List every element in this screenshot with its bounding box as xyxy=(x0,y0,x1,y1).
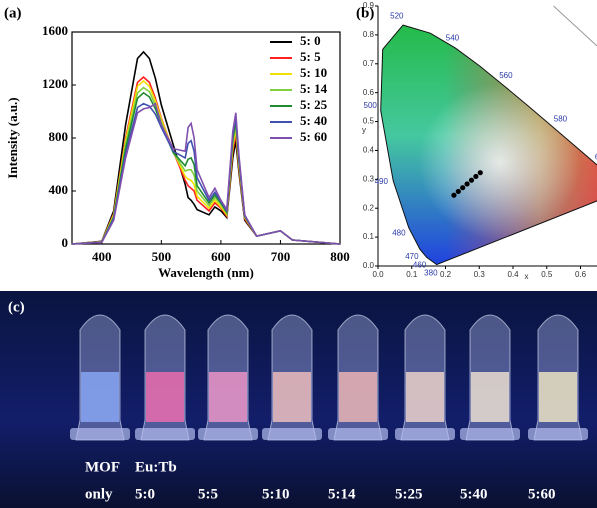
wavelength-label: 560 xyxy=(499,71,513,80)
caption: 5:40 xyxy=(460,486,488,502)
caption: 5:60 xyxy=(528,486,556,502)
chromaticity-point xyxy=(477,170,483,176)
chromaticity-point xyxy=(455,188,461,195)
x-tick-label: 0.5 xyxy=(541,270,553,279)
legend-label: 5: 5 xyxy=(300,49,321,64)
y-tick-label: 0.1 xyxy=(363,232,375,241)
y-tick-label: 400 xyxy=(49,182,69,197)
wavelength-label: 380 xyxy=(424,268,438,277)
wavelength-label: 490 xyxy=(375,177,389,186)
tube-cap xyxy=(328,428,388,440)
y-tick-label: 0.6 xyxy=(363,88,375,97)
wavelength-label: 470 xyxy=(405,252,419,261)
wavelength-label: 480 xyxy=(392,228,406,237)
spectrum-line xyxy=(71,102,341,245)
tube-cap xyxy=(70,428,130,440)
chromaticity-point xyxy=(451,192,457,198)
x-tick-label: 500 xyxy=(152,249,172,264)
wavelength-label: 520 xyxy=(390,12,404,21)
x-tick-label: 0.4 xyxy=(507,270,519,279)
y-tick-label: 0.7 xyxy=(363,59,375,68)
tube-liquid xyxy=(209,372,247,422)
x-tick-label: 0.1 xyxy=(406,270,418,279)
y-axis-label: Intensity (a.u.) xyxy=(5,97,20,178)
guide-line xyxy=(553,5,597,47)
y-axis-label: y xyxy=(362,125,366,134)
x-tick-label: 0.6 xyxy=(575,270,587,279)
legend-label: 5: 25 xyxy=(300,97,328,112)
tube-liquid xyxy=(471,372,509,422)
legend-label: 5: 14 xyxy=(300,81,328,96)
y-tick-label: 1200 xyxy=(42,76,68,91)
tube-cap xyxy=(528,428,588,440)
y-tick-label: 0.5 xyxy=(363,117,375,126)
x-tick-label: 600 xyxy=(211,249,231,264)
tube-liquid xyxy=(81,372,119,422)
x-tick-label: 0.0 xyxy=(372,270,384,279)
x-tick-label: 0.3 xyxy=(474,270,486,279)
x-axis-label: Wavelength (nm) xyxy=(158,265,254,280)
wavelength-label: 580 xyxy=(554,114,568,123)
tube-cap xyxy=(135,428,195,440)
caption: 5:10 xyxy=(262,486,290,502)
wavelength-label: 600 xyxy=(595,152,597,161)
y-tick-label: 800 xyxy=(49,129,69,144)
x-tick-label: 700 xyxy=(271,249,291,264)
legend-label: 5: 40 xyxy=(300,113,327,128)
caption: 5:25 xyxy=(395,486,423,502)
y-tick-label: 0.4 xyxy=(363,146,375,155)
caption: 5:0 xyxy=(135,486,155,502)
y-tick-label: 0.9 xyxy=(363,1,375,10)
legend-label: 5: 60 xyxy=(300,129,327,144)
x-tick-label: 800 xyxy=(330,249,350,264)
caption: only xyxy=(85,486,113,502)
chromaticity-point xyxy=(464,181,470,187)
tube-cap xyxy=(460,428,520,440)
wavelength-label: 540 xyxy=(446,34,460,43)
caption: 5:14 xyxy=(328,486,356,502)
caption: Eu:Tb xyxy=(135,459,177,475)
cie-color-fill xyxy=(380,25,597,265)
x-tick-label: 400 xyxy=(92,249,112,264)
tube-cap xyxy=(198,428,258,440)
y-tick-label: 0.2 xyxy=(363,203,375,212)
legend-label: 5: 0 xyxy=(300,33,321,48)
x-tick-label: 0.2 xyxy=(440,270,452,279)
cie-locus xyxy=(380,24,597,266)
panel-label: (a) xyxy=(4,5,22,21)
caption: 5:5 xyxy=(198,486,218,502)
caption: MOF xyxy=(85,459,120,475)
chromaticity-point xyxy=(473,173,479,180)
y-tick-label: 0.0 xyxy=(363,261,375,270)
tube-liquid xyxy=(146,372,184,422)
chromaticity-point xyxy=(468,177,475,183)
tube-cap xyxy=(395,428,455,440)
x-axis-label: x xyxy=(525,272,529,281)
tube-liquid xyxy=(339,372,377,422)
tube-liquid xyxy=(273,372,311,422)
y-tick-label: 0 xyxy=(62,235,69,250)
tube-cap xyxy=(262,428,322,440)
wavelength-label: 500 xyxy=(364,101,378,110)
panel-label: (c) xyxy=(8,299,25,315)
panel-label: (b) xyxy=(356,5,374,21)
y-tick-label: 1600 xyxy=(42,23,68,38)
y-tick-label: 0.3 xyxy=(363,174,375,183)
legend-label: 5: 10 xyxy=(300,65,327,80)
tube-liquid xyxy=(539,372,577,422)
chromaticity-point xyxy=(460,185,466,191)
y-tick-label: 0.8 xyxy=(363,30,375,39)
tube-liquid xyxy=(406,372,444,422)
wavelength-label: 460 xyxy=(413,261,427,270)
